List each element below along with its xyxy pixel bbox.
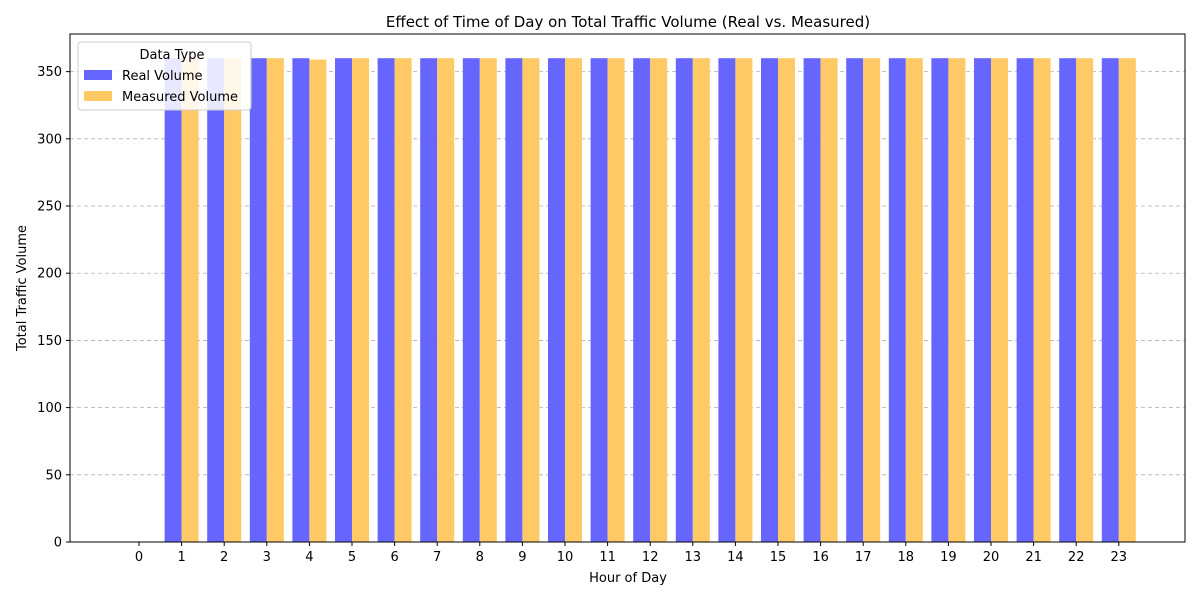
bar-real-7 bbox=[420, 58, 438, 542]
legend-swatch-real-volume bbox=[84, 70, 112, 80]
bar-real-3 bbox=[249, 58, 267, 542]
bar-real-6 bbox=[377, 58, 395, 542]
x-tick-label: 13 bbox=[685, 550, 702, 565]
bar-real-16 bbox=[803, 58, 821, 542]
y-tick-label: 100 bbox=[37, 401, 62, 416]
bar-measured-11 bbox=[607, 58, 625, 542]
x-tick-label: 17 bbox=[855, 550, 872, 565]
bar-real-20 bbox=[974, 58, 991, 542]
y-tick-label: 0 bbox=[54, 536, 62, 551]
legend: Data Type Real Volume Measured Volume bbox=[77, 41, 252, 111]
x-tick-label: 23 bbox=[1111, 550, 1128, 565]
chart-title: Effect of Time of Day on Total Traffic V… bbox=[386, 13, 870, 31]
bar-measured-12 bbox=[650, 58, 668, 542]
bar-real-13 bbox=[675, 58, 693, 542]
x-axis-ticks: 0 1 2 3 4 5 6 7 8 9 10 11 12 13 14 15 16 17 18 19 20 21 22 23 bbox=[135, 542, 1127, 565]
x-tick-label: 9 bbox=[518, 550, 526, 565]
bar-measured-16 bbox=[820, 58, 838, 542]
bar-measured-13 bbox=[692, 58, 710, 542]
bar-real-1 bbox=[164, 58, 182, 542]
x-tick-label: 15 bbox=[770, 550, 787, 565]
bar-measured-4 bbox=[309, 59, 327, 542]
bar-measured-20 bbox=[991, 58, 1008, 542]
y-tick-label: 350 bbox=[37, 65, 62, 80]
bar-measured-21 bbox=[1033, 58, 1051, 542]
bar-real-5 bbox=[335, 58, 352, 542]
bar-measured-3 bbox=[266, 58, 284, 542]
x-tick-label: 12 bbox=[642, 550, 659, 565]
bar-measured-14 bbox=[735, 58, 753, 542]
bar-real-22 bbox=[1059, 58, 1077, 542]
x-tick-label: 11 bbox=[599, 550, 616, 565]
bar-measured-23 bbox=[1118, 58, 1136, 542]
x-tick-label: 21 bbox=[1025, 550, 1042, 565]
y-tick-label: 150 bbox=[37, 334, 62, 349]
plot-frame bbox=[69, 33, 1186, 543]
x-tick-label: 7 bbox=[433, 550, 441, 565]
y-tick-label: 50 bbox=[45, 468, 62, 483]
x-tick-label: 0 bbox=[135, 550, 143, 565]
bar-real-11 bbox=[590, 58, 608, 542]
bar-real-15 bbox=[761, 58, 778, 542]
bar-measured-22 bbox=[1076, 58, 1094, 542]
bar-measured-15 bbox=[778, 58, 795, 542]
bar-real-10 bbox=[548, 58, 565, 542]
legend-swatch-measured-volume bbox=[84, 91, 112, 101]
x-tick-label: 5 bbox=[348, 550, 356, 565]
bar-measured-19 bbox=[948, 58, 966, 542]
bar-measured-1 bbox=[181, 58, 199, 542]
x-tick-label: 10 bbox=[557, 550, 574, 565]
x-tick-label: 2 bbox=[220, 550, 228, 565]
bar-measured-6 bbox=[394, 58, 412, 542]
bar-measured-8 bbox=[479, 58, 497, 542]
x-tick-label: 3 bbox=[263, 550, 271, 565]
bar-real-21 bbox=[1016, 58, 1034, 542]
x-tick-label: 4 bbox=[305, 550, 313, 565]
bar-real-2 bbox=[207, 58, 225, 542]
legend-label-measured-volume: Measured Volume bbox=[122, 90, 238, 105]
bars bbox=[164, 58, 1136, 542]
x-tick-label: 22 bbox=[1068, 550, 1085, 565]
y-tick-label: 250 bbox=[37, 200, 62, 215]
bar-measured-10 bbox=[565, 58, 582, 542]
x-tick-label: 6 bbox=[390, 550, 398, 565]
bar-real-4 bbox=[292, 58, 310, 542]
x-tick-label: 20 bbox=[983, 550, 1000, 565]
x-tick-label: 14 bbox=[727, 550, 744, 565]
y-axis-ticks: 0 50 100 150 200 250 300 350 bbox=[37, 65, 70, 551]
bar-measured-17 bbox=[863, 58, 881, 542]
bar-real-9 bbox=[505, 58, 523, 542]
bar-real-12 bbox=[633, 58, 651, 542]
x-tick-label: 16 bbox=[812, 550, 829, 565]
bar-measured-9 bbox=[522, 58, 540, 542]
bar-real-18 bbox=[888, 58, 906, 542]
y-tick-label: 300 bbox=[37, 132, 62, 147]
bar-measured-5 bbox=[352, 58, 369, 542]
legend-label-real-volume: Real Volume bbox=[122, 69, 203, 84]
bar-real-17 bbox=[846, 58, 864, 542]
bar-measured-2 bbox=[224, 58, 242, 542]
x-axis-label: Hour of Day bbox=[589, 571, 667, 586]
x-tick-label: 8 bbox=[476, 550, 484, 565]
bar-measured-7 bbox=[437, 58, 455, 542]
bar-real-14 bbox=[718, 58, 736, 542]
y-axis-label: Total Traffic Volume bbox=[15, 225, 30, 352]
y-tick-label: 200 bbox=[37, 267, 62, 282]
legend-title: Data Type bbox=[139, 48, 204, 63]
x-tick-label: 19 bbox=[940, 550, 957, 565]
bar-real-23 bbox=[1101, 58, 1119, 542]
bar-real-19 bbox=[931, 58, 949, 542]
bar-real-8 bbox=[462, 58, 480, 542]
x-tick-label: 18 bbox=[898, 550, 915, 565]
legend-box bbox=[77, 41, 252, 111]
bar-measured-18 bbox=[905, 58, 923, 542]
x-tick-label: 1 bbox=[177, 550, 185, 565]
